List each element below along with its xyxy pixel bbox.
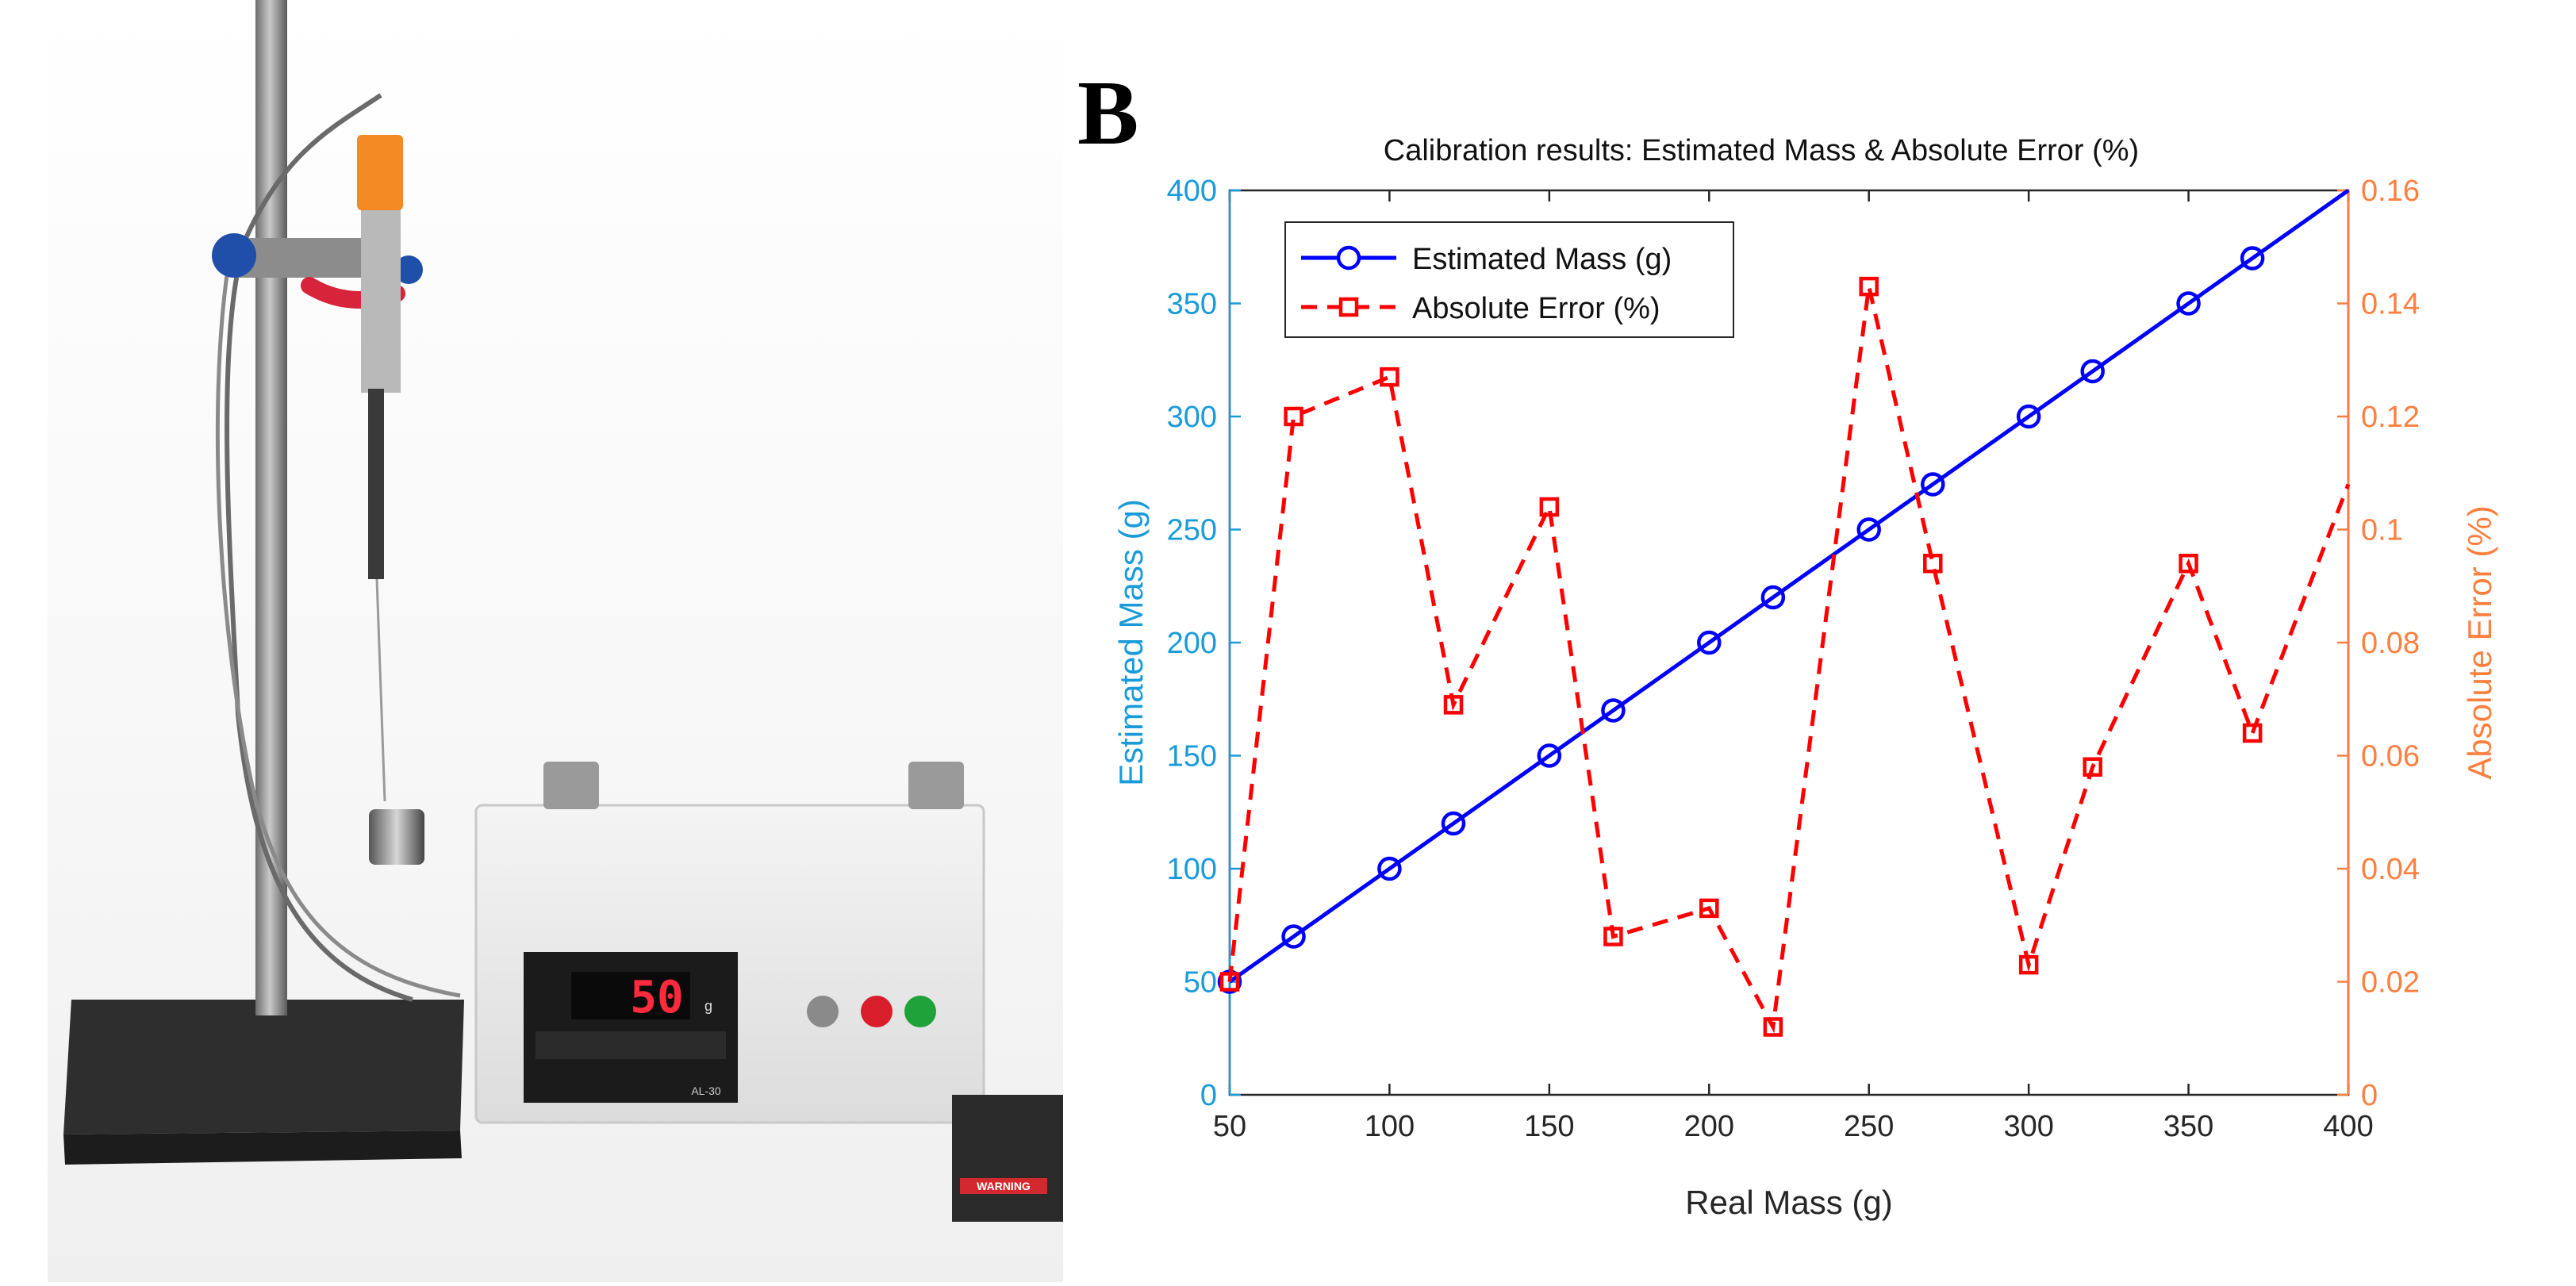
stand-clamp xyxy=(230,238,389,278)
legend-box xyxy=(1284,221,1734,338)
y-tick-label-right: 0.1 xyxy=(2361,514,2403,547)
data-point-error xyxy=(1380,367,1399,387)
y-tick-label-left: 200 xyxy=(1167,627,1217,660)
x-tick-label: 50 xyxy=(1213,1110,1246,1143)
data-point-error xyxy=(2242,723,2263,743)
legend-label-1: Estimated Mass (g) xyxy=(1412,243,1672,276)
y-tick-label-left: 50 xyxy=(1184,966,1217,1000)
hanging-wire xyxy=(375,578,386,802)
chart-legend: Estimated Mass (g) Absolute Error (%) xyxy=(1284,221,1734,338)
y-tick-label-left: 250 xyxy=(1167,514,1217,547)
x-tick-label: 150 xyxy=(1524,1110,1574,1143)
y-tick-label-left: 350 xyxy=(1167,288,1217,321)
y-tick-label-right: 0.06 xyxy=(2361,740,2420,774)
box-latch-right xyxy=(908,762,964,809)
y-tick-label-left: 0 xyxy=(1200,1079,1217,1112)
data-point-error xyxy=(1699,898,1719,919)
sensor-cable xyxy=(225,93,413,1002)
legend-label-2: Absolute Error (%) xyxy=(1412,292,1660,325)
data-point-error xyxy=(2018,954,2039,975)
data-point-estimated xyxy=(2080,359,2105,384)
series-line-1 xyxy=(1228,188,2350,984)
data-point-estimated xyxy=(1377,856,1402,881)
display-unit: g xyxy=(704,998,712,1014)
plot-area xyxy=(1228,189,2350,1096)
calibration-weight xyxy=(369,809,424,865)
clamp-knob xyxy=(212,233,256,278)
data-point-error xyxy=(2083,757,2102,777)
display-model: AL-30 xyxy=(691,1084,721,1097)
clamp-knob-2 xyxy=(394,255,423,284)
x-tick-label: 350 xyxy=(2163,1110,2213,1143)
y-axis-label-right: Absolute Error (%) xyxy=(2461,505,2498,779)
data-point-estimated xyxy=(1601,698,1626,723)
data-point-estimated xyxy=(1697,630,1722,655)
x-tick-label: 200 xyxy=(1684,1110,1734,1143)
y-tick-label-right: 0.02 xyxy=(2361,966,2420,1000)
y-tick-label-left: 100 xyxy=(1167,853,1217,886)
y-tick-label-left: 400 xyxy=(1167,175,1217,208)
data-point-error xyxy=(1763,1017,1783,1037)
warning-text: WARNING xyxy=(977,1180,1031,1192)
stand-base xyxy=(63,1000,464,1134)
data-point-estimated xyxy=(2176,291,2201,316)
red-button xyxy=(861,996,893,1027)
data-point-estimated xyxy=(1856,517,1881,542)
data-point-error xyxy=(1443,695,1464,715)
chart-svg: Calibration results: Estimated Mass & Ab… xyxy=(1112,134,2498,1221)
data-point-estimated xyxy=(1281,924,1306,949)
legend-marker-2 xyxy=(1338,297,1359,317)
y-tick-label-right: 0.04 xyxy=(2361,853,2420,886)
data-point-error xyxy=(1859,276,1879,297)
sensor-probe xyxy=(368,389,384,579)
x-tick-label: 300 xyxy=(2003,1110,2053,1143)
y-axis-left: 0 50 100 150 200 250 300 350 400 xyxy=(1167,175,1241,1112)
y-tick-label-left: 150 xyxy=(1167,740,1217,774)
display-screen xyxy=(571,972,690,1019)
calibration-setup-photo: 50 g AL-30 WARNING xyxy=(48,0,1063,1282)
sensor-housing xyxy=(357,135,403,210)
panel-label-b: B xyxy=(1077,63,1139,164)
data-point-estimated xyxy=(1760,585,1786,610)
key-switch xyxy=(807,996,839,1027)
series-line-2 xyxy=(1227,286,2351,1034)
data-point-error xyxy=(1923,554,1943,574)
data-point-estimated xyxy=(1537,743,1562,768)
data-point-error xyxy=(1603,927,1623,946)
y-tick-label-right: 0.16 xyxy=(2361,175,2420,208)
stand-base-edge xyxy=(63,1131,462,1165)
y-tick-label-left: 300 xyxy=(1167,401,1217,434)
display-reading: 50 xyxy=(630,972,683,1023)
x-tick-label: 400 xyxy=(2323,1110,2373,1143)
sensor-cable-2 xyxy=(215,253,461,998)
y-tick-label-right: 0.12 xyxy=(2361,401,2420,434)
data-point-error xyxy=(1539,497,1560,517)
data-point-estimated xyxy=(2240,246,2265,271)
green-button xyxy=(904,996,936,1027)
x-axis-label: Real Mass (g) xyxy=(1685,1184,1892,1221)
calibration-chart: Calibration results: Estimated Mass & Ab… xyxy=(1071,119,2576,1282)
setup-illustration: 50 g AL-30 WARNING xyxy=(48,0,1063,1282)
box-latch-left xyxy=(543,762,599,809)
y-axis-label-left: Estimated Mass (g) xyxy=(1112,499,1150,786)
data-point-error xyxy=(2179,554,2198,574)
x-tick-label: 250 xyxy=(1844,1110,1894,1143)
data-point-error xyxy=(1219,972,1240,992)
chart-title: Calibration results: Estimated Mass & Ab… xyxy=(1384,134,2139,167)
data-point-estimated xyxy=(2016,404,2041,429)
display-buttons xyxy=(536,1031,726,1059)
data-point-error xyxy=(1284,406,1303,427)
x-tick-label: 100 xyxy=(1365,1110,1415,1143)
foot-pedal xyxy=(952,1095,1063,1222)
series-layer xyxy=(1217,188,2351,1037)
data-point-estimated xyxy=(1921,472,1945,497)
data-point-estimated xyxy=(1441,811,1466,836)
y-tick-label-right: 0 xyxy=(2361,1079,2378,1112)
y-axis-right: 0 0.02 0.04 0.06 0.08 0.1 0.12 0.14 0.16 xyxy=(2337,175,2420,1112)
warning-sticker xyxy=(960,1178,1047,1194)
y-tick-label-right: 0.08 xyxy=(2361,627,2420,660)
y-tick-label-right: 0.14 xyxy=(2361,288,2420,321)
legend-marker-1 xyxy=(1336,245,1361,271)
